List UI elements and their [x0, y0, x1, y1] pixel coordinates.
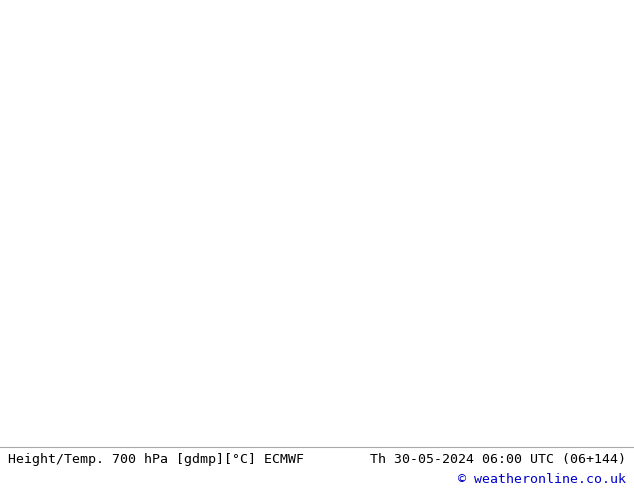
Text: Height/Temp. 700 hPa [gdmp][°C] ECMWF: Height/Temp. 700 hPa [gdmp][°C] ECMWF: [8, 453, 304, 466]
Text: Th 30-05-2024 06:00 UTC (06+144): Th 30-05-2024 06:00 UTC (06+144): [370, 453, 626, 466]
Text: © weatheronline.co.uk: © weatheronline.co.uk: [458, 473, 626, 487]
